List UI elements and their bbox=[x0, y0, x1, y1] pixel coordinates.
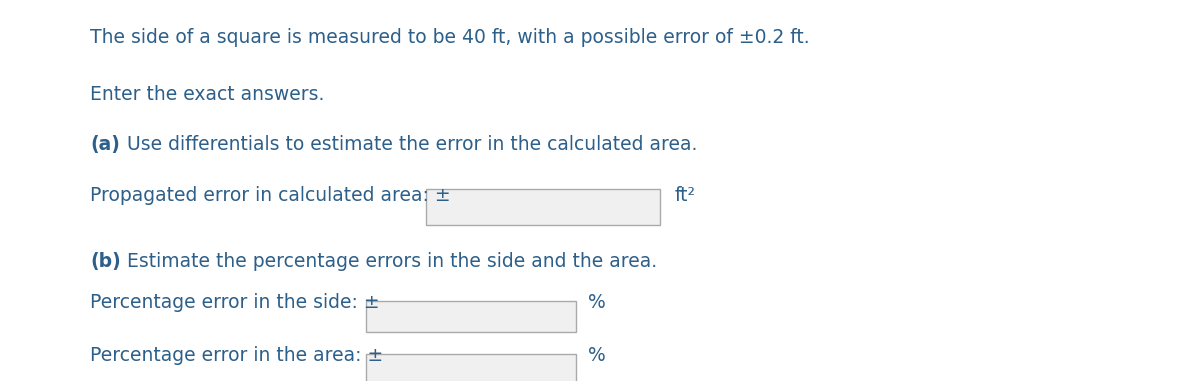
Text: Propagated error in calculated area: ±: Propagated error in calculated area: ± bbox=[90, 186, 451, 205]
Text: Percentage error in the side: ±: Percentage error in the side: ± bbox=[90, 293, 379, 312]
Text: Enter the exact answers.: Enter the exact answers. bbox=[90, 85, 324, 104]
FancyBboxPatch shape bbox=[366, 354, 576, 381]
Text: Percentage error in the area: ±: Percentage error in the area: ± bbox=[90, 346, 383, 365]
FancyBboxPatch shape bbox=[366, 301, 576, 332]
Text: %: % bbox=[588, 346, 606, 365]
FancyBboxPatch shape bbox=[426, 189, 660, 225]
Text: (a): (a) bbox=[90, 136, 120, 154]
Text: ft²: ft² bbox=[674, 186, 696, 205]
Text: Estimate the percentage errors in the side and the area.: Estimate the percentage errors in the si… bbox=[121, 252, 658, 271]
Text: The side of a square is measured to be 40 ft, with a possible error of ±0.2 ft.: The side of a square is measured to be 4… bbox=[90, 28, 810, 47]
Text: %: % bbox=[588, 293, 606, 312]
Text: (b): (b) bbox=[90, 252, 121, 271]
Text: Use differentials to estimate the error in the calculated area.: Use differentials to estimate the error … bbox=[121, 136, 697, 154]
